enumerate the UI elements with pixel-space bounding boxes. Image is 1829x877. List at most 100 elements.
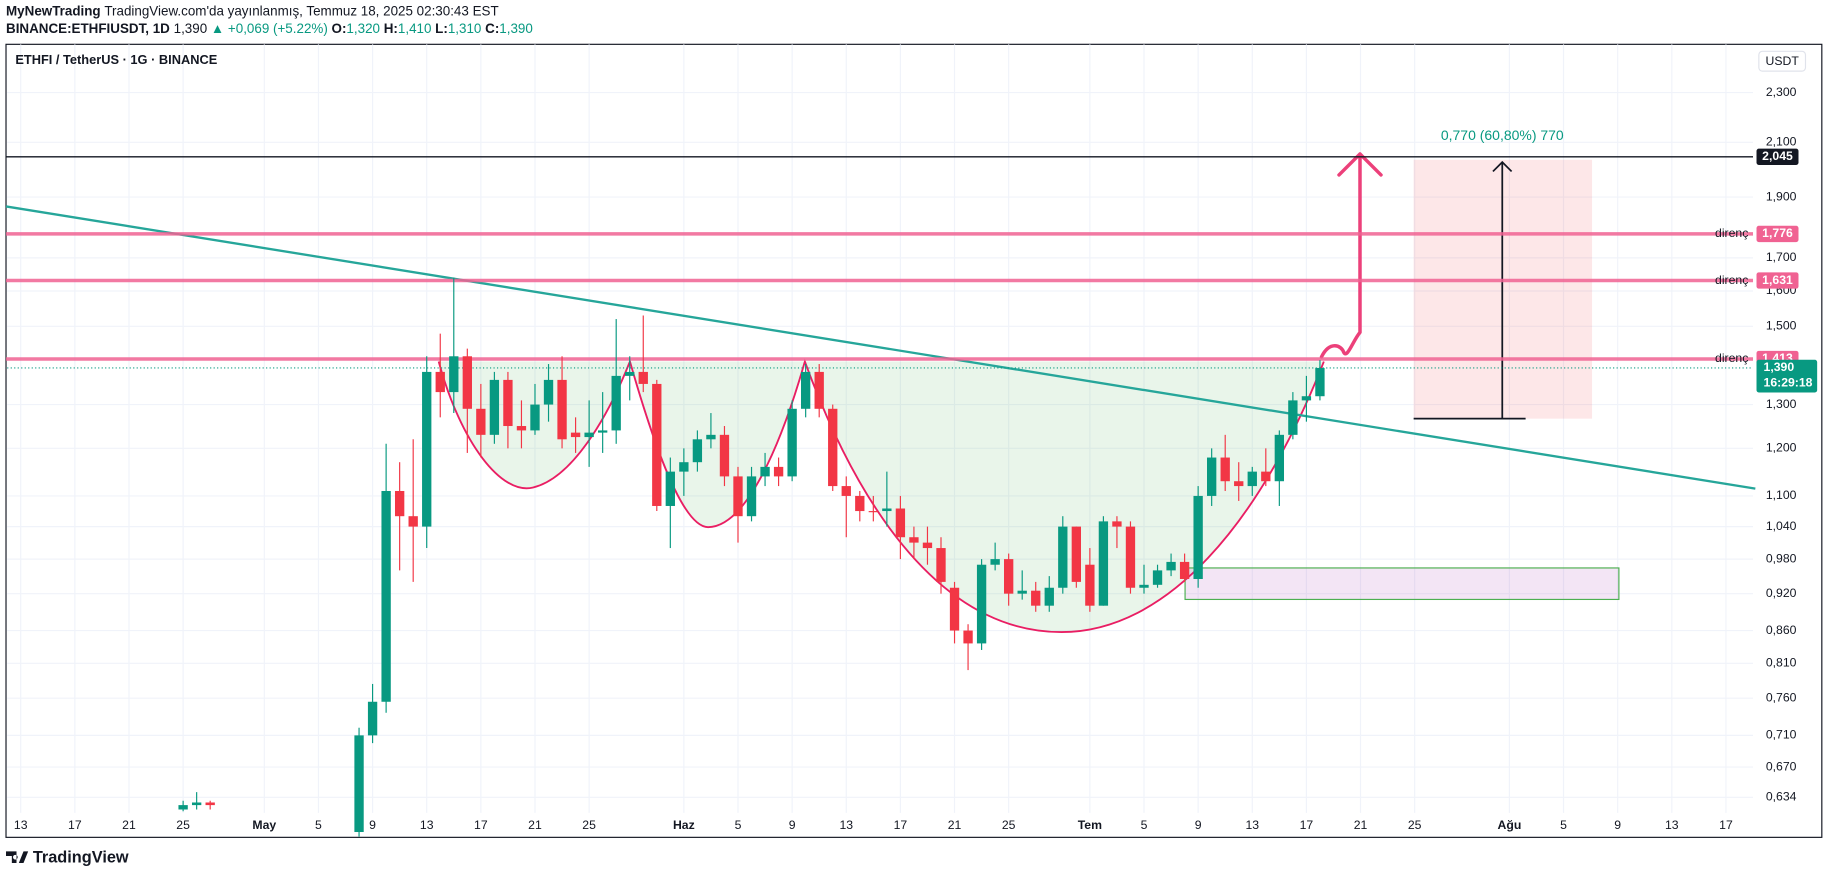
candle-body bbox=[1193, 495, 1203, 579]
candle-body bbox=[1288, 400, 1298, 435]
candle-body bbox=[557, 379, 567, 440]
footer-logo: TradingView bbox=[6, 849, 129, 867]
candle-body bbox=[692, 439, 703, 463]
candle-body bbox=[489, 379, 500, 435]
x-tick-label: 13 bbox=[1245, 818, 1259, 832]
x-tick-label: 5 bbox=[1141, 818, 1148, 832]
candle-body bbox=[936, 548, 946, 582]
x-tick-label: 5 bbox=[735, 818, 742, 832]
candle-body bbox=[367, 701, 378, 736]
countdown: 16:29:18 bbox=[1764, 375, 1813, 389]
candle-body bbox=[895, 508, 906, 538]
levels: direnç direnç direnç bbox=[6, 156, 1754, 369]
published: TradingView.com'da yayınlanmış, Temmuz 1… bbox=[104, 3, 498, 18]
level-note: direnç bbox=[1715, 273, 1748, 287]
candle-body bbox=[706, 434, 716, 440]
y-tick-label: 0,634 bbox=[1766, 790, 1797, 804]
x-tick-label: 21 bbox=[948, 818, 962, 832]
candle-body bbox=[205, 802, 215, 806]
x-tick-label: 25 bbox=[176, 818, 190, 832]
target-arrow bbox=[1319, 152, 1383, 359]
candle-body bbox=[354, 735, 364, 833]
y-tick-label: 2,100 bbox=[1766, 135, 1797, 149]
candle-body bbox=[178, 805, 188, 810]
candle-body bbox=[543, 379, 554, 405]
price-label-box bbox=[1756, 225, 1799, 243]
ohlc-l: 1,310 bbox=[448, 21, 482, 36]
candle-body bbox=[1044, 587, 1054, 606]
measure-label: 0,770 (60,80%) 770 bbox=[1441, 127, 1564, 143]
last: 1,390 bbox=[174, 21, 208, 36]
y-tick-label: 0,670 bbox=[1766, 759, 1797, 773]
candle-body bbox=[814, 371, 824, 409]
candle-body bbox=[1125, 526, 1136, 588]
candle-body bbox=[381, 490, 391, 702]
candle-body bbox=[422, 371, 432, 527]
candle-body bbox=[773, 466, 784, 477]
currency[interactable]: USDT bbox=[1766, 54, 1800, 68]
header-line-1: MyNewTrading TradingView.com'da yayınlan… bbox=[6, 3, 499, 18]
candle-body bbox=[828, 408, 838, 487]
candle-body bbox=[449, 356, 459, 393]
x-tick-label: 21 bbox=[122, 818, 136, 832]
y-tick-label: 0,980 bbox=[1766, 551, 1797, 565]
candle-body bbox=[652, 383, 662, 506]
candle-body bbox=[584, 432, 594, 438]
x-tick-label: 13 bbox=[14, 818, 28, 832]
ohlc-h: 1,410 bbox=[398, 21, 432, 36]
candle-body bbox=[503, 379, 513, 427]
y-tick-label: 1,300 bbox=[1766, 397, 1797, 411]
x-tick-label: 17 bbox=[894, 818, 908, 832]
candle-body bbox=[597, 430, 608, 433]
price-label: 2,045 bbox=[1762, 149, 1793, 163]
currency-box[interactable] bbox=[1758, 50, 1807, 72]
candle-body bbox=[679, 462, 689, 472]
candle-body bbox=[1139, 584, 1149, 588]
level-note: direnç bbox=[1715, 226, 1748, 240]
candle-body bbox=[1031, 590, 1041, 606]
price-label-box bbox=[1756, 272, 1799, 289]
x-tick-label: 5 bbox=[1560, 818, 1567, 832]
x-tick-label: 13 bbox=[420, 818, 434, 832]
ohlc-c: 1,390 bbox=[499, 21, 533, 36]
candle-body bbox=[1261, 471, 1271, 482]
candle-body bbox=[1058, 526, 1068, 588]
last-price-label: 1,390 bbox=[1764, 360, 1795, 374]
candle-body bbox=[787, 408, 797, 477]
candle-body bbox=[1085, 564, 1095, 606]
candle-body bbox=[1166, 561, 1176, 571]
candle-body bbox=[855, 495, 865, 512]
y-tick-label: 0,920 bbox=[1766, 586, 1797, 600]
candle-body bbox=[476, 408, 486, 435]
candle-body bbox=[1098, 521, 1109, 606]
candle-body bbox=[408, 516, 418, 527]
candle-body bbox=[462, 356, 472, 409]
candle-body bbox=[922, 542, 933, 549]
ohlc-o: 1,320 bbox=[346, 21, 380, 36]
candle-body bbox=[909, 537, 919, 543]
y-tick-label: 0,710 bbox=[1766, 728, 1797, 742]
candle-body bbox=[1315, 367, 1325, 397]
author: MyNewTrading bbox=[6, 3, 101, 18]
y-tick-label: 1,200 bbox=[1766, 441, 1797, 455]
candle-body bbox=[638, 371, 648, 384]
candle-body bbox=[1017, 590, 1027, 594]
x-tick-label: 5 bbox=[315, 818, 322, 832]
y-tick-label: 1,500 bbox=[1766, 319, 1797, 333]
x-tick-label: May bbox=[252, 818, 276, 832]
x-tick-label: Haz bbox=[673, 818, 695, 832]
candle-body bbox=[868, 511, 878, 513]
candle-body bbox=[719, 434, 730, 477]
ohlc-l-k: L: bbox=[435, 21, 448, 36]
x-tick-label: 17 bbox=[68, 818, 82, 832]
candle-body bbox=[1071, 526, 1081, 582]
candle-body bbox=[665, 471, 675, 506]
x-tick-label: 9 bbox=[789, 818, 796, 832]
price-label-box bbox=[1756, 148, 1799, 165]
candle-body bbox=[1004, 559, 1014, 594]
x-tick-label: 17 bbox=[1719, 818, 1733, 832]
footer-brand: TradingView bbox=[33, 849, 129, 867]
candle-body bbox=[1274, 434, 1285, 482]
candle-body bbox=[990, 559, 1000, 565]
